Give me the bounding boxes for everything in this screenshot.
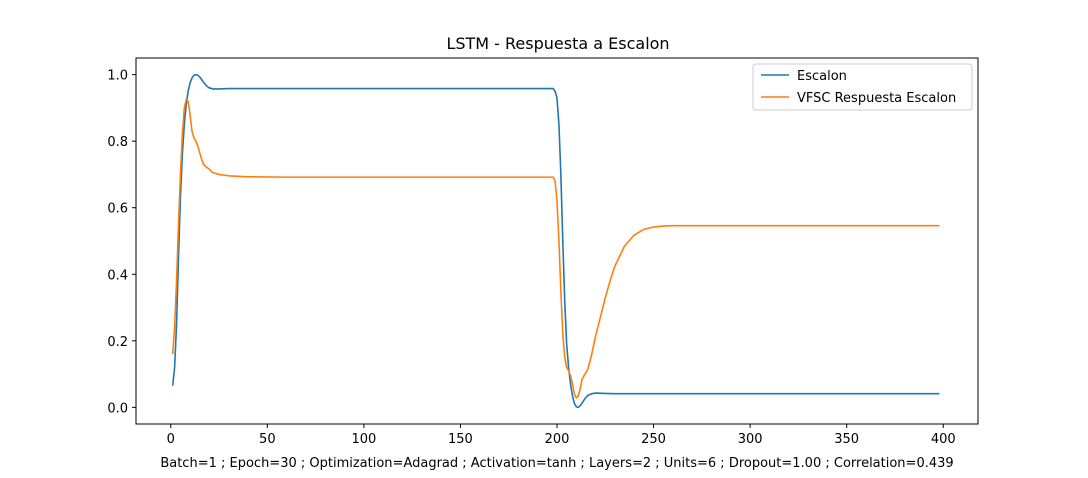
y-tick-label: 0.0 — [107, 401, 128, 416]
plot-lines — [171, 73, 940, 409]
x-tick-label: 0 — [167, 432, 175, 447]
x-tick-label: 400 — [931, 432, 956, 447]
series-line-1 — [171, 73, 940, 409]
y-axis: 0.0 0.2 0.4 0.6 0.8 1.0 — [107, 69, 136, 416]
y-tick-label: 0.4 — [107, 268, 128, 283]
x-tick-label: 250 — [641, 432, 666, 447]
x-tick-label: 150 — [448, 432, 473, 447]
y-tick-label: 0.8 — [107, 135, 128, 150]
x-axis: 0 50 100 150 200 250 300 350 400 — [167, 424, 956, 447]
legend-box — [752, 63, 973, 111]
y-tick-label: 1.0 — [107, 69, 128, 84]
y-tick-label: 0.2 — [107, 335, 128, 350]
x-axis-label: Batch=1 ; Epoch=30 ; Optimization=Adagra… — [160, 456, 953, 471]
legend-label-2: VFSC Respuesta Escalon — [797, 91, 956, 106]
x-tick-label: 200 — [545, 432, 570, 447]
x-tick-label: 350 — [834, 432, 859, 447]
chart-title: LSTM - Respuesta a Escalon — [446, 34, 669, 53]
y-tick-label: 0.6 — [107, 202, 128, 217]
x-tick-label: 300 — [738, 432, 763, 447]
plot-frame — [135, 57, 979, 425]
x-tick-label: 100 — [351, 432, 376, 447]
legend: Escalon VFSC Respuesta Escalon — [752, 63, 973, 111]
series-line-2 — [171, 98, 940, 399]
legend-label-1: Escalon — [797, 69, 847, 84]
x-tick-label: 50 — [259, 432, 276, 447]
